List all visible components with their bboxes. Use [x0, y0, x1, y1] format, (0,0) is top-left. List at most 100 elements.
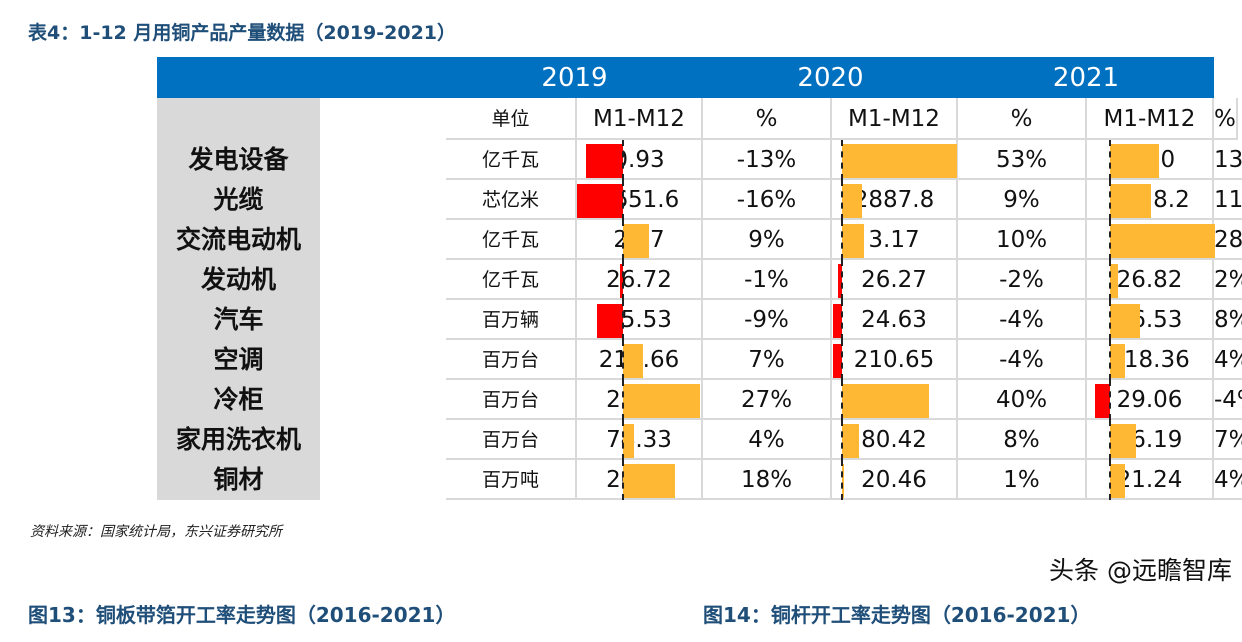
- table-title: 表4：1-12 月用铜产品产量数据（2019-2021）: [28, 22, 457, 44]
- unit-cell: 亿千瓦: [446, 140, 577, 180]
- value-cell: 25.53: [577, 300, 703, 340]
- data-bar-axis: [622, 460, 624, 500]
- pct-cell: 4%: [1214, 340, 1242, 380]
- pct-cell: 13%: [1214, 140, 1242, 180]
- pct-value: 8%: [1003, 427, 1040, 453]
- unit-cell: 亿千瓦: [446, 220, 577, 260]
- data-bar-axis: [841, 260, 843, 300]
- data-bar-axis: [622, 300, 624, 340]
- pct-value: 2%: [1214, 267, 1242, 293]
- data-bar-axis: [841, 180, 843, 220]
- value-header: M1-M12: [577, 98, 703, 140]
- value-header: M1-M12: [832, 98, 958, 140]
- pct-cell: -2%: [958, 260, 1087, 300]
- pct-value: 1%: [1003, 467, 1040, 493]
- value-cell: 20.46: [832, 460, 958, 500]
- pct-cell: 18%: [703, 460, 832, 500]
- positive-data-bar: [1110, 464, 1125, 498]
- positive-data-bar: [842, 424, 860, 458]
- positive-data-bar: [1110, 224, 1215, 258]
- data-bar-axis: [622, 180, 624, 220]
- pct-cell: -13%: [703, 140, 832, 180]
- data-bar-axis: [841, 220, 843, 260]
- positive-data-bar: [1110, 304, 1140, 338]
- pct-cell: 40%: [958, 380, 1087, 420]
- positive-data-bar: [1110, 184, 1152, 218]
- negative-data-bar: [597, 304, 623, 338]
- pct-cell: 8%: [1214, 300, 1242, 340]
- production-table: 2019 2020 2021 单位 M1-M12% M1-M12% M1-M12% 发电设备亿…: [157, 57, 1242, 500]
- pct-value: 4%: [748, 427, 785, 453]
- pct-cell: 10%: [958, 220, 1087, 260]
- value-cell: 80.42: [832, 420, 958, 460]
- data-bar-axis: [622, 220, 624, 260]
- watermark: 头条 @远瞻智库: [1049, 556, 1232, 585]
- unit-cell: 百万辆: [446, 300, 577, 340]
- pct-cell: 1%: [958, 460, 1087, 500]
- year-header-2021: 2021: [1052, 63, 1120, 93]
- pct-cell: 9%: [703, 220, 832, 260]
- pct-cell: -4%: [1214, 380, 1242, 420]
- value-cell: 2887.8: [832, 180, 958, 220]
- pct-cell: -9%: [703, 300, 832, 340]
- negative-data-bar: [837, 264, 842, 298]
- pct-value: 4%: [1214, 467, 1242, 493]
- negative-data-bar: [620, 264, 623, 298]
- positive-data-bar: [842, 384, 929, 418]
- category-label: 发电设备: [188, 145, 289, 174]
- pct-cell: 9%: [958, 180, 1087, 220]
- value-cell: 26.27: [832, 260, 958, 300]
- pct-value: 9%: [1003, 187, 1040, 213]
- pct-value: 40%: [995, 387, 1048, 413]
- unit-header: 单位: [446, 98, 577, 140]
- negative-data-bar: [577, 184, 623, 218]
- category-label: 光缆: [213, 185, 264, 214]
- pct-cell: -4%: [958, 340, 1087, 380]
- year-header-row: [157, 57, 1214, 98]
- positive-data-bar: [623, 344, 644, 378]
- pct-value: 11%: [1214, 187, 1242, 213]
- pct-header: %: [703, 98, 832, 140]
- pct-value: 53%: [995, 147, 1048, 173]
- value-cell: 24.63: [832, 300, 958, 340]
- positive-data-bar: [842, 464, 845, 498]
- negative-data-bar: [833, 304, 842, 338]
- data-bar-axis: [622, 340, 624, 380]
- figure-13-caption: 图13：铜板带箔开工率走势图（2016-2021）: [28, 603, 456, 627]
- value-cell: 74.33: [577, 420, 703, 460]
- pct-value: -16%: [736, 187, 797, 213]
- value-cell: 26.72: [577, 260, 703, 300]
- data-bar-axis: [622, 380, 624, 420]
- category-label: 空调: [213, 345, 264, 374]
- data-bar-axis: [1109, 300, 1111, 340]
- pct-header: %: [1214, 98, 1238, 140]
- category-label: 发动机: [200, 265, 276, 294]
- pct-cell: 27%: [703, 380, 832, 420]
- pct-value: 7%: [1214, 427, 1242, 453]
- data-bar-axis: [841, 340, 843, 380]
- pct-value: 4%: [1214, 347, 1242, 373]
- value-header: M1-M12: [1087, 98, 1214, 140]
- category-label: 汽车: [213, 305, 264, 334]
- unit-cell: 百万台: [446, 420, 577, 460]
- unit-cell: 百万台: [446, 340, 577, 380]
- positive-data-bar: [623, 384, 701, 418]
- pct-value: -13%: [736, 147, 797, 173]
- pct-value: -4%: [999, 307, 1044, 333]
- value-cell: 21.24: [1087, 460, 1214, 500]
- positive-data-bar: [1110, 144, 1159, 178]
- figure-14-caption: 图14：铜杆开工率走势图（2016-2021）: [703, 603, 1091, 627]
- value-cell: 29.06: [1087, 380, 1214, 420]
- category-label: 交流电动机: [175, 225, 301, 254]
- value-cell: 218.36: [1087, 340, 1214, 380]
- data-bar-axis: [1109, 260, 1111, 300]
- pct-cell: 2%: [1214, 260, 1242, 300]
- positive-data-bar: [842, 184, 862, 218]
- unit-cell: 芯亿米: [446, 180, 577, 220]
- pct-cell: -4%: [958, 300, 1087, 340]
- data-bar-axis: [1109, 180, 1111, 220]
- pct-value: -4%: [999, 347, 1044, 373]
- negative-data-bar: [833, 344, 842, 378]
- positive-data-bar: [1110, 264, 1118, 298]
- data-bar-axis: [1109, 420, 1111, 460]
